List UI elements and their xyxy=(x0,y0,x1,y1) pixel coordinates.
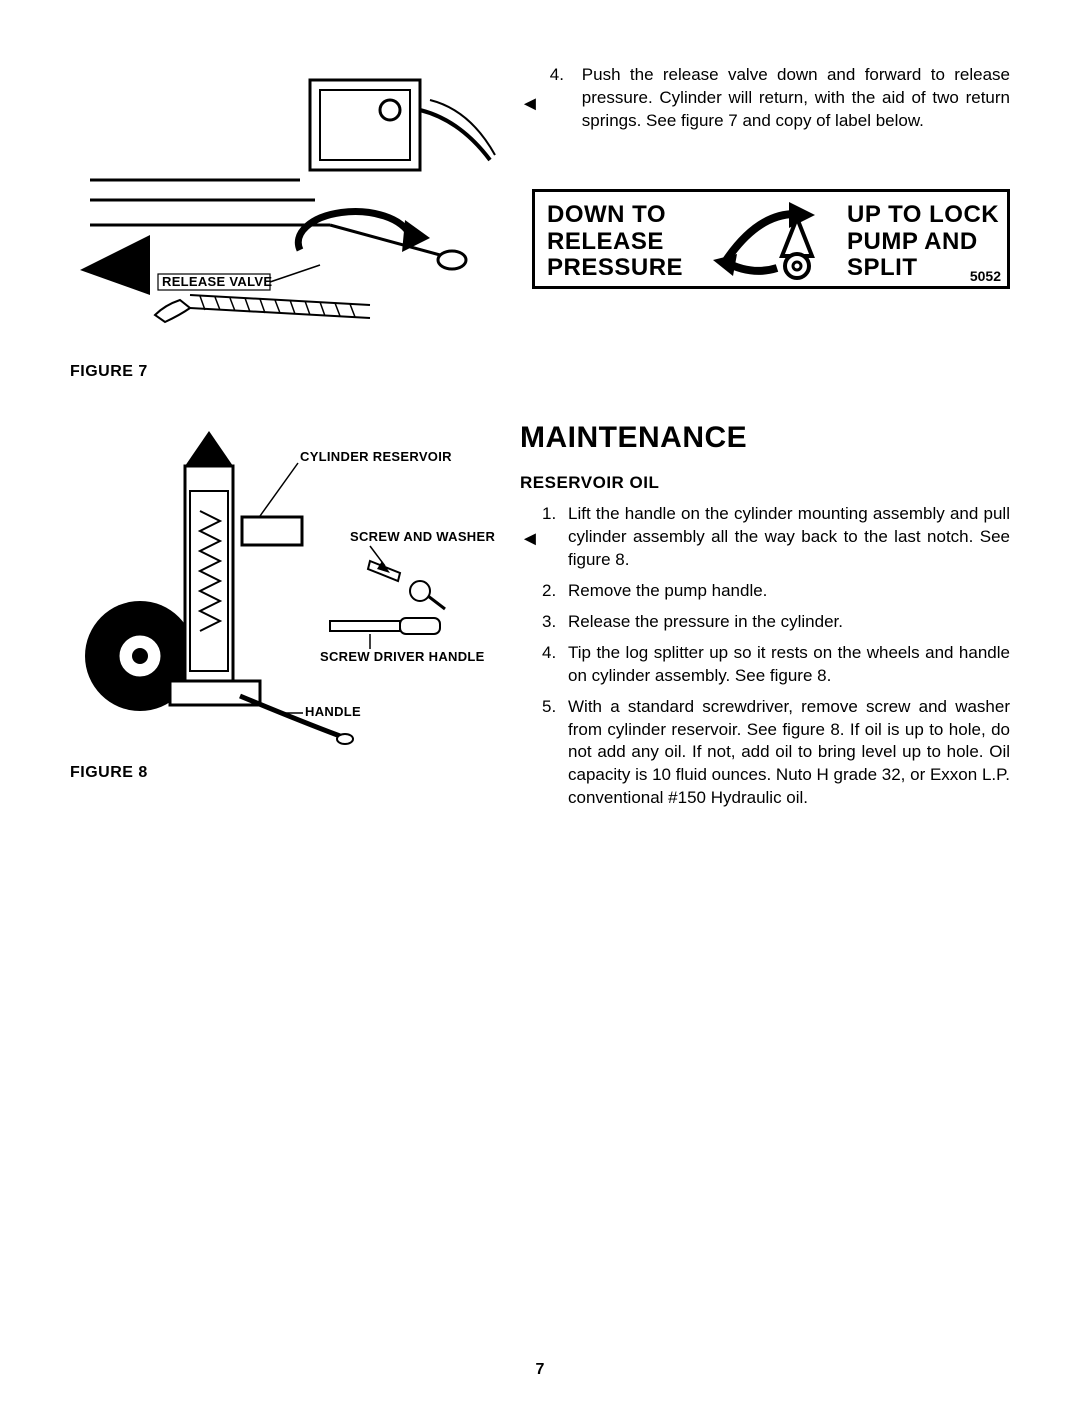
step-4-text: Push the release valve down and forward … xyxy=(582,64,1010,133)
maint-step-3-num: 3. xyxy=(542,611,568,634)
valve-arrow-icon xyxy=(707,200,837,284)
label-left-line-2: RELEASE xyxy=(547,228,664,255)
maint-step-4-text: Tip the log splitter up so it rests on t… xyxy=(568,642,1010,688)
label-right-line-1: UP TO LOCK xyxy=(847,201,999,228)
maint-step-1-num: 1. xyxy=(542,503,568,526)
maint-step-5: 5. With a standard screwdriver, remove s… xyxy=(520,696,1010,811)
maint-step-5-num: 5. xyxy=(542,696,568,719)
figure-8-caption: FIGURE 8 xyxy=(70,764,500,782)
maint-step-2-num: 2. xyxy=(542,580,568,603)
label-left-text: DOWN TO RELEASE PRESSURE xyxy=(547,202,707,281)
label-left-line-3: PRESSURE xyxy=(547,254,683,281)
step-4-number: 4. xyxy=(550,64,572,87)
page-number: 7 xyxy=(536,1361,545,1379)
maintenance-list: ◄ 1. Lift the handle on the cylinder mou… xyxy=(520,503,1010,810)
label-code: 5052 xyxy=(970,268,1001,284)
figure-7-callout: RELEASE VALVE xyxy=(162,274,272,289)
figure-8-block: CYLINDER RESERVOIR SCREW AND WASHER SCRE… xyxy=(70,421,500,818)
figure-7-caption: FIGURE 7 xyxy=(70,363,500,381)
maintenance-column: MAINTENANCE RESERVOIR OIL ◄ 1. Lift the … xyxy=(520,421,1010,818)
figure-7-illustration: RELEASE VALVE xyxy=(70,60,500,350)
label-right-line-3: SPLIT xyxy=(847,254,918,281)
figure-7-block: RELEASE VALVE FIGURE 7 xyxy=(70,60,500,381)
left-arrow-icon: ◄ xyxy=(520,503,542,549)
lower-row: CYLINDER RESERVOIR SCREW AND WASHER SCRE… xyxy=(70,421,1010,818)
label-left-line-1: DOWN TO xyxy=(547,201,666,228)
valve-label-box: DOWN TO RELEASE PRESSURE UP TO LOCK PUMP… xyxy=(532,189,1010,289)
maint-step-4-num: 4. xyxy=(542,642,568,665)
fig8-callout-screwdriver: SCREW DRIVER HANDLE xyxy=(320,649,485,664)
fig8-callout-handle: HANDLE xyxy=(305,704,361,719)
step-4-row: ◄ 4. Push the release valve down and for… xyxy=(520,64,1010,133)
upper-right-column: ◄ 4. Push the release valve down and for… xyxy=(520,60,1010,289)
maintenance-subtitle: RESERVOIR OIL xyxy=(520,473,1010,493)
maint-step-1-text: Lift the handle on the cylinder mounting… xyxy=(568,503,1010,572)
maint-step-3-text: Release the pressure in the cylinder. xyxy=(568,611,1010,634)
maint-step-2-text: Remove the pump handle. xyxy=(568,580,1010,603)
maint-step-2: 2. Remove the pump handle. xyxy=(520,580,1010,603)
maint-step-4: 4. Tip the log splitter up so it rests o… xyxy=(520,642,1010,688)
left-arrow-icon: ◄ xyxy=(520,94,540,114)
maint-step-5-text: With a standard screwdriver, remove scre… xyxy=(568,696,1010,811)
upper-row: RELEASE VALVE FIGURE 7 ◄ 4. Push the rel… xyxy=(70,60,1010,381)
maint-step-3: 3. Release the pressure in the cylinder. xyxy=(520,611,1010,634)
figure-8-illustration: CYLINDER RESERVOIR SCREW AND WASHER SCRE… xyxy=(70,421,500,751)
fig8-callout-cyl-res: CYLINDER RESERVOIR xyxy=(300,449,452,464)
fig8-callout-screw-washer: SCREW AND WASHER xyxy=(350,529,495,544)
label-right-line-2: PUMP AND xyxy=(847,228,978,255)
maintenance-title: MAINTENANCE xyxy=(520,421,1010,455)
maint-step-1: ◄ 1. Lift the handle on the cylinder mou… xyxy=(520,503,1010,572)
